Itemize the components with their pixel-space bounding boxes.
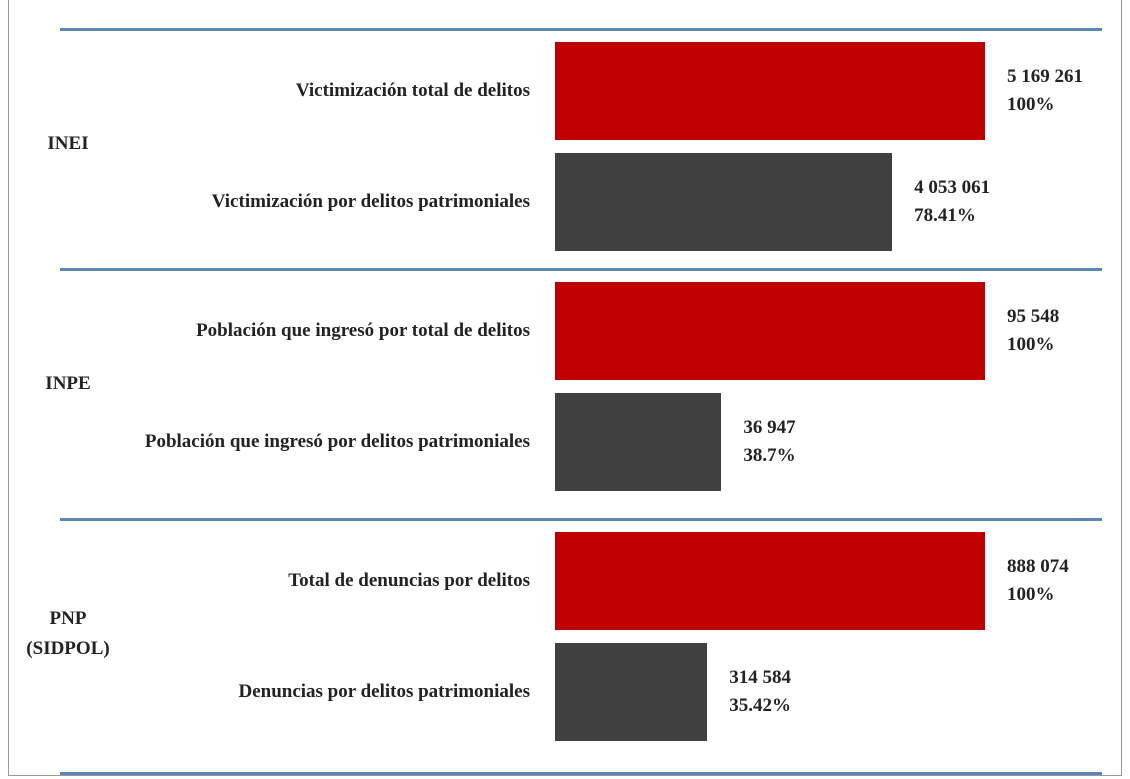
bar: [555, 393, 722, 491]
bar-label-text: Victimización por delitos patrimoniales: [211, 191, 530, 212]
value-labels: 314 584 35.42%: [729, 664, 791, 720]
value-labels: 888 074 100%: [1007, 553, 1069, 609]
value-label: 4 053 061: [914, 177, 991, 198]
percent-label: 100%: [1007, 94, 1055, 115]
percent-label: 78.41%: [914, 205, 976, 226]
value-label: 5 169 261: [1007, 66, 1083, 87]
frame: [8, 0, 1122, 776]
bar-label-text: Victimización total de delitos: [295, 80, 530, 101]
value-label: 36 947: [743, 417, 796, 438]
bar-label: Victimización total de delitos: [100, 76, 530, 106]
value-label: 95 548: [1007, 306, 1060, 327]
value-labels: 95 548 100%: [1007, 303, 1059, 359]
bar-label: Victimización por delitos patrimoniales: [100, 187, 530, 217]
percent-label: 100%: [1007, 334, 1055, 355]
group-label: PNP (SIDPOL): [26, 608, 110, 659]
value-labels: 5 169 261 100%: [1007, 63, 1083, 119]
bar: [555, 153, 893, 251]
value-labels: 36 947 38.7%: [743, 414, 795, 470]
bar: [555, 532, 985, 630]
percent-label: 38.7%: [743, 445, 796, 466]
bar: [555, 282, 985, 380]
percent-label: 35.42%: [729, 695, 792, 716]
bar-label: Población que ingresó por delitos patrim…: [100, 427, 530, 457]
separator: [60, 268, 1102, 271]
group-label: INEI: [47, 133, 89, 154]
separator: [60, 518, 1102, 521]
value-label: 314 584: [729, 667, 792, 688]
bar-label-text: Total de denuncias por delitos: [288, 570, 530, 591]
value-labels: 4 053 061 78.41%: [914, 174, 990, 230]
bar: [555, 643, 708, 741]
bar-label-text: Población que ingresó por delitos patrim…: [144, 431, 530, 452]
separator: [60, 772, 1102, 775]
value-label: 888 074: [1007, 556, 1069, 577]
separator: [60, 28, 1102, 31]
bar-label: Denuncias por delitos patrimoniales: [100, 677, 530, 707]
bar-label: Población que ingresó por total de delit…: [100, 316, 530, 346]
bar-label: Total de denuncias por delitos: [100, 566, 530, 596]
group-label: INPE: [45, 373, 91, 394]
percent-label: 100%: [1007, 584, 1055, 605]
bar-label-text: Denuncias por delitos patrimoniales: [238, 681, 530, 702]
bar-label-text: Población que ingresó por total de delit…: [196, 320, 530, 341]
bar: [555, 42, 985, 140]
